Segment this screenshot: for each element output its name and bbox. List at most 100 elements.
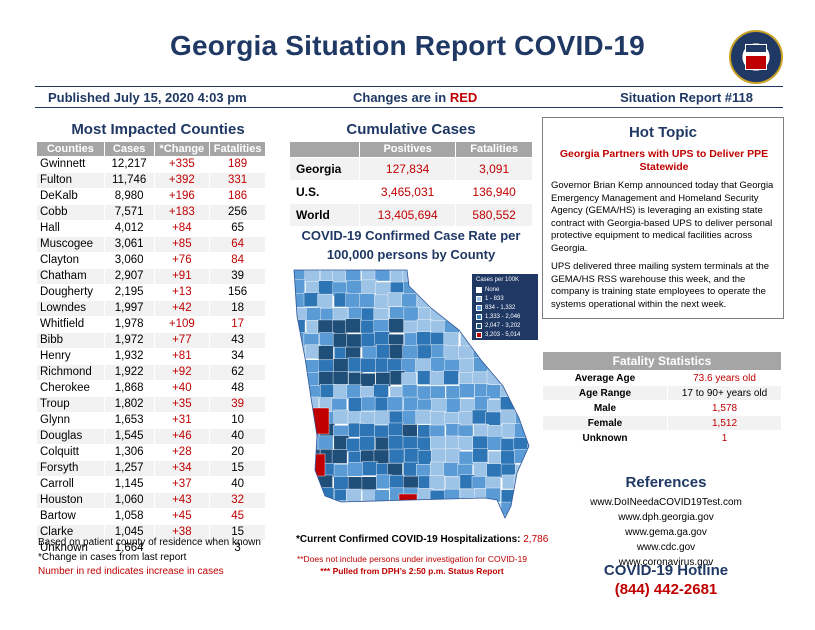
county-cell	[333, 476, 349, 491]
table-row: Muscogee 3,061 +85 64	[36, 236, 266, 253]
county-cases: 12,217	[103, 156, 155, 173]
county-cases: 1,922	[103, 364, 155, 381]
county-cell	[528, 423, 529, 438]
county-change: +335	[153, 156, 211, 173]
county-fatalities: 84	[209, 252, 266, 269]
county-name: DeKalb	[36, 188, 105, 205]
county-cell	[305, 516, 321, 518]
county-cases: 3,061	[103, 236, 155, 253]
ref-link[interactable]: www.cdc.gov	[636, 542, 696, 553]
county-change: +28	[153, 444, 211, 461]
county-cell	[306, 307, 322, 322]
county-name: Clarke	[36, 524, 105, 541]
county-cell	[445, 476, 461, 492]
fatality-value: 1,512	[667, 415, 782, 431]
cum-fatalities: 136,940	[455, 180, 533, 204]
county-fatalities: 34	[209, 348, 266, 365]
county-cell	[294, 398, 306, 413]
legend-label: 834 - 1,332	[485, 304, 516, 311]
county-cell	[317, 319, 334, 335]
hotline: COVID-19 Hotline (844) 442-2681	[550, 562, 782, 598]
county-fatalities: 18	[209, 300, 266, 317]
county-name: Cherokee	[36, 380, 105, 397]
county-cell	[458, 451, 475, 466]
county-cell	[443, 370, 459, 385]
county-name: Whitfield	[36, 316, 105, 333]
county-cell	[361, 396, 377, 412]
county-cell	[294, 451, 307, 466]
county-cell	[319, 383, 336, 399]
county-cell	[430, 281, 446, 296]
county-cases: 11,746	[103, 172, 155, 189]
hot-topic-para-2: UPS delivered three mailing system termi…	[551, 261, 770, 310]
county-fatalities: 15	[209, 460, 266, 477]
table-row: Clayton 3,060 +76 84	[36, 252, 266, 269]
county-fatalities: 48	[209, 380, 266, 397]
county-cell	[403, 396, 419, 412]
col-cases: Cases	[103, 141, 155, 157]
county-cell	[359, 293, 375, 308]
ref-link[interactable]: www.DoINeedaCOVID19Test.com	[590, 497, 742, 508]
county-cell	[374, 270, 391, 282]
county-cell	[429, 461, 446, 477]
hotline-number[interactable]: (844) 442-2681	[614, 581, 718, 598]
county-cell	[305, 344, 321, 359]
county-name: Dougherty	[36, 284, 105, 301]
county-cell	[528, 384, 529, 400]
county-name: Douglas	[36, 428, 105, 445]
county-cell	[294, 490, 307, 505]
county-cell	[401, 503, 418, 518]
county-cell	[318, 280, 334, 296]
county-cell	[334, 515, 350, 518]
county-cell	[346, 438, 362, 453]
county-cell-hotspot	[310, 407, 330, 435]
ref-link[interactable]: www.coronavirus.gov	[618, 557, 714, 568]
county-change: +77	[153, 332, 211, 349]
county-change: +35	[153, 396, 211, 413]
note-change: *Change in cases from last report	[38, 551, 187, 563]
county-name: Fulton	[36, 172, 105, 189]
hotline-title: COVID-19 Hotline	[603, 562, 729, 579]
county-name: Henry	[36, 348, 105, 365]
county-cell	[444, 282, 460, 297]
county-cell	[430, 502, 447, 517]
table-row: Unknown 1	[542, 430, 782, 446]
county-cell	[331, 449, 348, 464]
county-cell	[513, 488, 529, 503]
county-cell	[486, 344, 502, 359]
county-cell	[294, 515, 306, 518]
county-cell	[345, 318, 361, 333]
county-cases: 1,868	[103, 380, 155, 397]
county-change: +13	[153, 284, 211, 301]
county-cell	[402, 345, 418, 360]
note-pui: **Does not include persons under investi…	[296, 554, 528, 564]
county-cases: 1,045	[103, 524, 155, 541]
county-cell	[500, 396, 516, 411]
legend-swatch	[476, 331, 482, 338]
county-cell	[416, 515, 432, 518]
county-cell	[429, 371, 446, 386]
ref-link[interactable]: www.gema.ga.gov	[625, 527, 707, 538]
legend-swatch	[476, 304, 482, 311]
county-cell	[388, 435, 404, 450]
county-change: +84	[153, 220, 211, 237]
table-row: U.S. 3,465,031 136,940	[289, 180, 533, 204]
county-cell	[375, 436, 391, 452]
county-cell	[431, 398, 447, 413]
county-cell	[317, 514, 334, 518]
county-fatalities: 43	[209, 332, 266, 349]
legend-swatch	[476, 322, 482, 329]
county-cell	[360, 373, 376, 388]
county-cell	[304, 489, 321, 505]
county-cell	[373, 384, 389, 399]
county-name: Richmond	[36, 364, 105, 381]
county-cell	[294, 474, 305, 489]
county-cell	[304, 476, 320, 491]
county-cell	[360, 357, 376, 373]
table-row: DeKalb 8,980 +196 186	[36, 188, 266, 205]
county-cell	[401, 384, 418, 399]
table-row: Age Range 17 to 90+ years old	[542, 385, 782, 401]
table-row: Colquitt 1,306 +28 20	[36, 444, 266, 461]
ref-link[interactable]: www.dph.georgia.gov	[618, 512, 714, 523]
county-cell	[485, 411, 501, 427]
